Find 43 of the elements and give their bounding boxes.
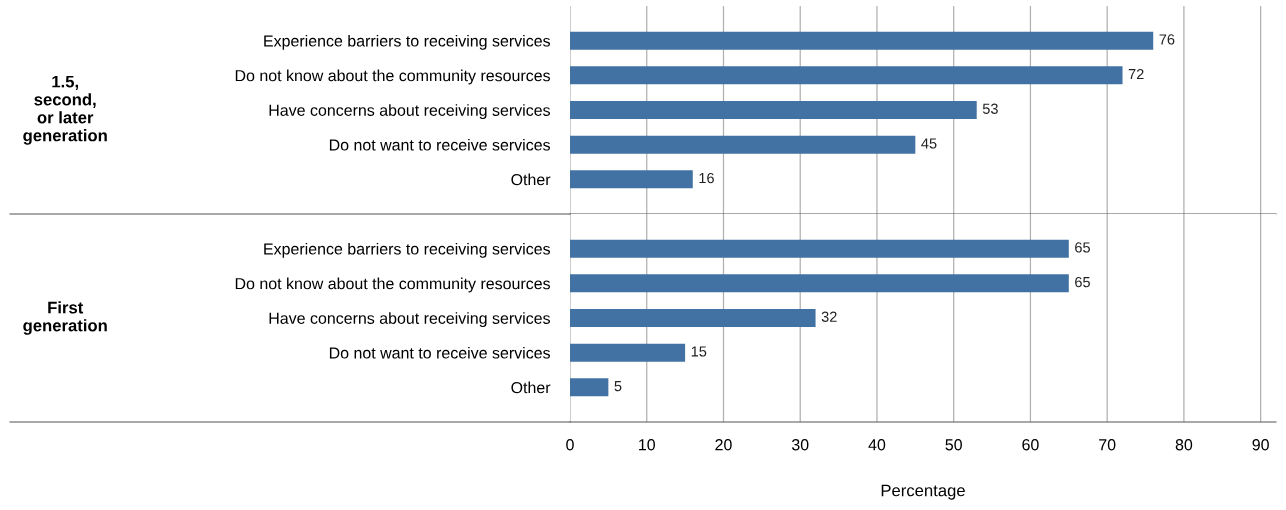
x-tick-label: 80 xyxy=(1175,439,1193,451)
y-tick-label: Do not know about the community resources xyxy=(235,277,550,293)
data-label: 32 xyxy=(821,311,837,322)
y-tick-label: Do not want to receive services xyxy=(329,346,550,359)
x-tick-label: 50 xyxy=(945,439,962,451)
y-tick-label: Other xyxy=(511,173,551,186)
data-label: 45 xyxy=(921,138,937,149)
bar xyxy=(570,308,816,328)
bar xyxy=(570,135,916,154)
bar xyxy=(570,343,686,362)
y-tick-label: Do not want to receive services xyxy=(329,138,550,151)
y-tick-label: Experience barriers to receiving services xyxy=(264,242,550,258)
x-tick-label: 90 xyxy=(1252,439,1269,451)
data-label: 15 xyxy=(691,346,707,357)
y-tick-label: Other xyxy=(511,381,551,394)
y-tick-label: Experience barriers to receiving services xyxy=(264,34,550,50)
x-tick-label: 20 xyxy=(715,439,732,451)
data-label: 65 xyxy=(1075,276,1090,288)
bar xyxy=(570,274,1069,293)
y-tick-label: Have concerns about receiving services xyxy=(269,312,550,328)
x-tick-label: 10 xyxy=(639,439,655,451)
x-tick-label: 60 xyxy=(1022,439,1039,451)
y-tick-label: Do not know about the community resources xyxy=(235,69,550,85)
bar xyxy=(570,239,1069,258)
x-tick-label: 30 xyxy=(791,439,809,451)
y-tick-label: Have concerns about receiving services xyxy=(269,104,550,120)
data-label: 16 xyxy=(699,172,714,184)
y-axis-title: First generation xyxy=(23,301,107,335)
data-label: 76 xyxy=(1159,34,1175,45)
data-label: 65 xyxy=(1075,242,1090,253)
bar xyxy=(570,170,693,189)
data-label: 5 xyxy=(614,381,622,392)
data-label: 72 xyxy=(1128,68,1144,80)
x-axis-title: Percentage xyxy=(881,484,965,500)
bar xyxy=(570,378,609,397)
bar xyxy=(570,100,977,120)
bar xyxy=(570,31,1154,50)
y-axis-title: 1.5, second, or later generation xyxy=(23,75,107,145)
bar xyxy=(570,66,1123,85)
x-tick-label: 40 xyxy=(868,439,886,451)
x-tick-label: 70 xyxy=(1099,439,1116,451)
data-label: 53 xyxy=(982,103,998,114)
x-tick-label: 0 xyxy=(566,439,574,451)
